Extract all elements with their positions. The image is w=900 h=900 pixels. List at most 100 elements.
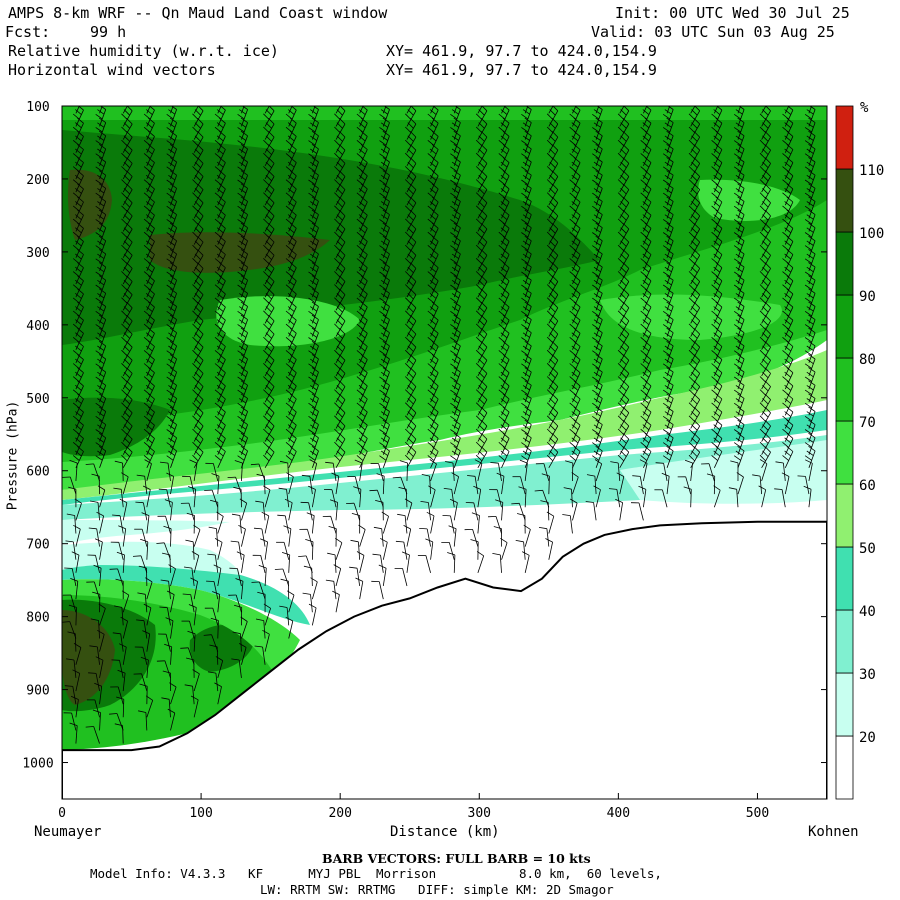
wind-barb xyxy=(470,539,479,560)
wind-barb xyxy=(86,699,100,718)
wind-barb xyxy=(214,117,226,140)
wind-barb xyxy=(166,117,177,140)
wind-barb xyxy=(592,301,603,324)
wind-barb xyxy=(209,499,219,521)
wind-barb xyxy=(662,406,674,429)
wind-barb xyxy=(517,513,526,534)
wind-barb xyxy=(279,460,290,481)
wind-barb xyxy=(159,606,171,626)
wind-barb xyxy=(334,315,346,337)
wind-barb xyxy=(110,686,124,705)
wind-barb xyxy=(285,419,297,442)
wind-barb xyxy=(662,314,674,337)
wind-barb xyxy=(310,577,318,600)
wind-barb xyxy=(145,577,153,600)
colorbar-swatch xyxy=(835,735,854,800)
wind-barb xyxy=(166,354,177,377)
colorbar: 20 30 40 50 60 70 80 90 100 110 xyxy=(835,105,884,800)
wind-barb xyxy=(706,473,716,495)
wind-barb xyxy=(121,446,133,469)
wind-barb xyxy=(88,672,100,692)
wind-barb xyxy=(450,301,461,324)
wind-barb xyxy=(518,486,527,508)
wind-barb xyxy=(662,183,674,206)
wind-barb xyxy=(166,262,177,285)
wind-barb xyxy=(782,144,794,166)
colorbar-label: 20 xyxy=(859,730,876,746)
wind-barb xyxy=(111,659,124,678)
wind-barb xyxy=(417,555,431,573)
wind-barb xyxy=(143,249,155,272)
wind-barb xyxy=(427,117,439,140)
wind-barb xyxy=(237,432,248,455)
wind-barb xyxy=(616,472,625,495)
wind-barb xyxy=(333,564,342,587)
wind-barb xyxy=(308,275,319,298)
wind-barb xyxy=(231,513,242,534)
wind-barb xyxy=(239,498,248,521)
wind-barb xyxy=(759,393,771,416)
wind-barb xyxy=(775,461,786,481)
wind-barb xyxy=(450,196,461,219)
wind-barb xyxy=(207,553,219,573)
wind-barb xyxy=(569,432,581,455)
wind-barb xyxy=(237,275,248,298)
wind-barb xyxy=(109,568,124,587)
wind-barb xyxy=(166,209,177,232)
wind-barb xyxy=(804,445,816,468)
wind-barb xyxy=(535,463,550,482)
wind-barb xyxy=(166,170,177,193)
wind-barb xyxy=(563,487,573,508)
wind-barb xyxy=(592,406,603,429)
wind-barb xyxy=(521,327,532,350)
wind-barb xyxy=(569,144,581,166)
wind-barb xyxy=(733,406,745,429)
wind-barb xyxy=(143,432,155,455)
wind-barb xyxy=(192,275,204,298)
wind-barb xyxy=(113,487,124,508)
wind-barb xyxy=(545,538,553,560)
wind-barb xyxy=(397,513,408,534)
wind-barb xyxy=(95,143,107,166)
wind-barb xyxy=(379,222,390,245)
wind-barb xyxy=(214,301,226,324)
wind-barb xyxy=(546,511,555,534)
wind-barb xyxy=(298,555,313,573)
wind-barb xyxy=(450,288,461,311)
wind-barb xyxy=(475,223,488,245)
wind-barb xyxy=(592,445,603,468)
wind-barb xyxy=(447,552,456,573)
wind-barb xyxy=(592,314,603,337)
wind-barb xyxy=(142,630,151,652)
wind-barb xyxy=(546,406,559,429)
wind-barb xyxy=(308,393,319,416)
wind-barb xyxy=(571,472,579,495)
wind-barb xyxy=(546,144,559,167)
wind-barb xyxy=(308,106,319,127)
wind-barb xyxy=(285,130,297,153)
wind-barb xyxy=(379,249,390,271)
wind-barb xyxy=(450,183,461,206)
wind-barb xyxy=(615,498,623,521)
wind-barb xyxy=(473,485,482,508)
wind-barb xyxy=(733,209,745,232)
x-tick-label: 500 xyxy=(746,806,769,821)
wind-barb xyxy=(117,669,126,692)
wind-barb xyxy=(166,106,177,127)
wind-barb xyxy=(662,327,674,350)
wind-barb xyxy=(592,393,603,416)
wind-barb xyxy=(450,117,461,140)
wind-barb xyxy=(68,604,77,626)
wind-barb xyxy=(450,380,461,403)
wind-barb xyxy=(165,617,174,639)
wind-barb xyxy=(278,487,290,508)
forecast-hour: 99 h xyxy=(90,23,127,41)
wind-barb xyxy=(92,709,101,731)
wind-barb xyxy=(759,236,771,258)
wind-barb xyxy=(188,486,197,508)
wind-barb xyxy=(166,367,177,390)
wind-barb xyxy=(733,367,745,390)
wind-barb xyxy=(143,380,155,403)
y-tick-label: 600 xyxy=(26,465,49,480)
wind-barb xyxy=(752,474,763,495)
